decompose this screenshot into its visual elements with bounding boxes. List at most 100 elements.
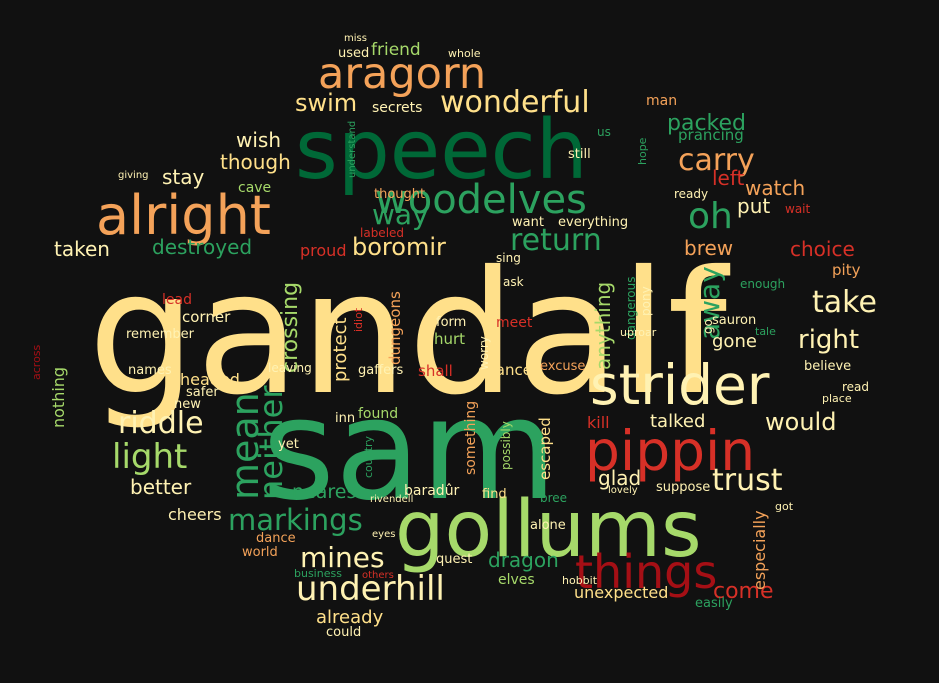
word-go: go bbox=[701, 319, 715, 334]
word-hope: hope bbox=[636, 137, 649, 165]
word-gollums: gollums bbox=[395, 485, 702, 575]
word-pippin: pippin bbox=[585, 419, 755, 483]
word-stay: stay bbox=[162, 165, 205, 189]
word-carry: carry bbox=[678, 143, 755, 178]
word-everything: everything bbox=[558, 215, 628, 230]
word-hurt: hurt bbox=[434, 330, 465, 348]
word-giving: giving bbox=[118, 170, 149, 181]
word-wait: wait bbox=[785, 202, 811, 216]
word-possibly: possibly bbox=[499, 421, 513, 470]
word-right: right bbox=[798, 325, 859, 355]
word-meet: meet bbox=[496, 315, 533, 331]
word-left: left bbox=[712, 166, 745, 190]
word-yet: yet bbox=[278, 437, 299, 452]
word-mean: mean bbox=[223, 392, 267, 500]
word-remember: remember bbox=[126, 327, 195, 342]
word-barad-r: baradûr bbox=[404, 483, 460, 499]
word-inn: inn bbox=[335, 411, 355, 426]
word-strider: strider bbox=[590, 353, 770, 417]
word-chance: chance bbox=[478, 361, 532, 379]
word-packed: packed bbox=[667, 111, 746, 136]
word-cave: cave bbox=[238, 180, 271, 196]
word-got: got bbox=[775, 500, 794, 513]
word-quest: quest bbox=[436, 552, 472, 567]
word-dungeons: dungeons bbox=[386, 291, 404, 365]
word-unexpected: unexpected bbox=[574, 583, 668, 602]
word-elves: elves bbox=[498, 572, 535, 588]
word-enough: enough bbox=[740, 277, 785, 291]
word-want: want bbox=[512, 215, 544, 230]
word-form: form bbox=[436, 315, 466, 330]
word-found: found bbox=[358, 406, 398, 422]
word-corner: corner bbox=[182, 308, 231, 326]
word-new: new bbox=[174, 397, 201, 412]
word-labeled: labeled bbox=[360, 226, 404, 240]
word-things: things bbox=[575, 545, 717, 599]
word-alone: alone bbox=[530, 518, 566, 533]
word-dangerous: dangerous bbox=[624, 277, 638, 340]
word-still: still bbox=[568, 147, 591, 162]
word-take: take bbox=[812, 285, 877, 320]
word-tale: tale bbox=[755, 325, 776, 338]
word-gaffers: gaffers bbox=[358, 363, 404, 378]
word-dance: dance bbox=[256, 531, 296, 546]
word-read: read bbox=[842, 380, 869, 394]
word-easily: easily bbox=[695, 596, 733, 611]
word-kill: kill bbox=[587, 413, 610, 432]
word-pity: pity bbox=[832, 261, 861, 279]
word-idiot: idiot bbox=[352, 307, 365, 332]
word-light: light bbox=[112, 437, 187, 477]
word-man: man bbox=[646, 93, 677, 109]
word-already: already bbox=[316, 607, 384, 628]
word-crossing: crossing bbox=[278, 282, 303, 373]
word-mines: mines bbox=[300, 541, 385, 574]
word-riddle: riddle bbox=[118, 406, 204, 441]
word-us: us bbox=[597, 125, 611, 139]
word-uproar: uproar bbox=[620, 326, 657, 339]
word-boromir: boromir bbox=[352, 233, 446, 261]
word-across: across bbox=[30, 344, 43, 380]
word-brew: brew bbox=[684, 236, 733, 260]
word-choice: choice bbox=[790, 237, 855, 261]
word-used: used bbox=[338, 46, 369, 61]
word-hobbit: hobbit bbox=[562, 574, 598, 587]
word-others: others bbox=[362, 570, 394, 581]
word-escaped: escaped bbox=[536, 417, 554, 480]
word-come: come bbox=[713, 579, 774, 604]
word-speech: speech bbox=[295, 103, 588, 198]
word-safer: safer bbox=[186, 385, 219, 400]
word-sauron: sauron bbox=[712, 313, 756, 328]
word-place: place bbox=[822, 392, 852, 405]
word-friend: friend bbox=[371, 40, 421, 60]
word-protect: protect bbox=[330, 317, 351, 382]
word-away: away bbox=[693, 266, 726, 340]
word-lovely: lovely bbox=[608, 485, 638, 496]
word-wish: wish bbox=[236, 128, 281, 152]
word-oh: oh bbox=[688, 196, 733, 237]
word-neither: neither bbox=[252, 385, 290, 500]
word-gandalf: gandalf bbox=[88, 235, 731, 433]
word-destroyed: destroyed bbox=[152, 235, 252, 259]
word-shall: shall bbox=[418, 362, 453, 380]
word-something: something bbox=[463, 401, 479, 475]
word-put: put bbox=[737, 194, 770, 218]
word-secrets: secrets bbox=[372, 100, 422, 116]
word-miss: miss bbox=[344, 33, 367, 44]
word-ready: ready bbox=[674, 187, 708, 201]
word-pony: pony bbox=[639, 286, 653, 316]
word-especially: especially bbox=[750, 510, 769, 590]
word-dragon: dragon bbox=[488, 548, 559, 572]
word-nothing: nothing bbox=[49, 367, 68, 428]
word-sing: sing bbox=[496, 251, 521, 265]
word-taken: taken bbox=[54, 237, 110, 261]
word-though: though bbox=[220, 150, 291, 174]
word-cheers: cheers bbox=[168, 505, 222, 524]
word-names: names bbox=[128, 363, 172, 378]
word-whole: whole bbox=[448, 47, 481, 60]
word-headed: headed bbox=[180, 370, 240, 389]
word-nearest: nearest bbox=[292, 481, 364, 503]
word-watch: watch bbox=[745, 176, 805, 200]
word-markings: markings bbox=[228, 503, 363, 537]
